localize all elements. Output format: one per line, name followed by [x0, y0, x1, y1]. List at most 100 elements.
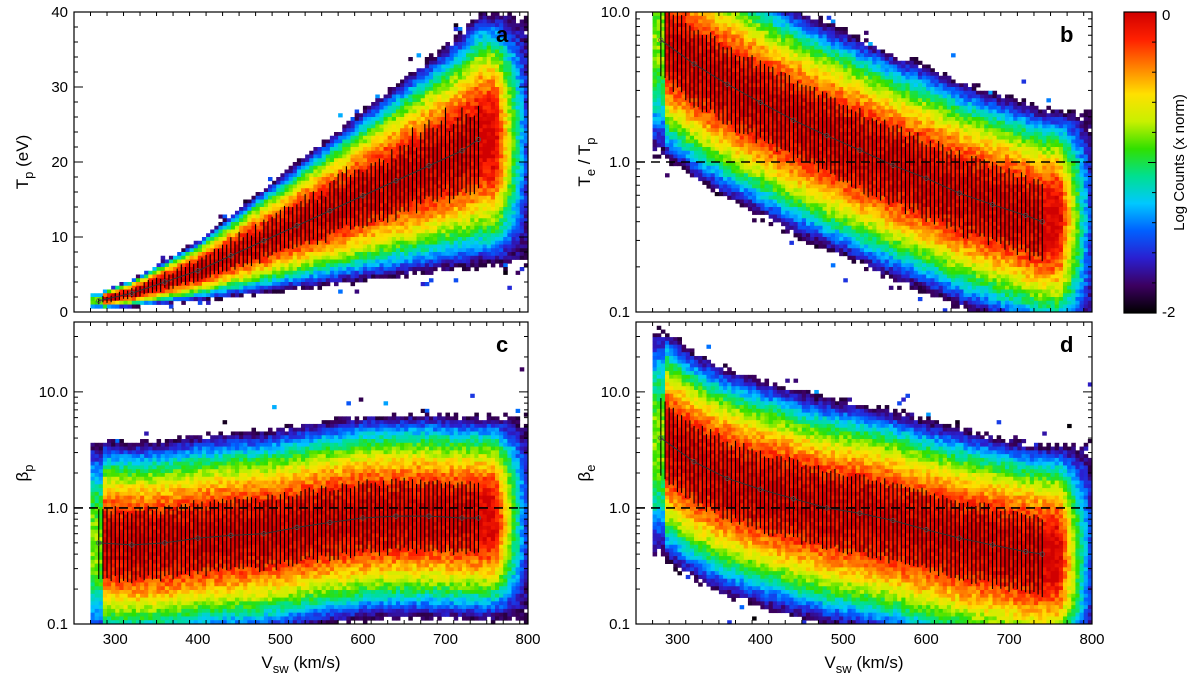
heatmap-cell — [408, 229, 413, 234]
heatmap-cell — [457, 49, 463, 54]
heatmap-cell — [470, 147, 475, 152]
heatmap-cell — [197, 240, 203, 245]
heatmap-cell — [140, 300, 145, 305]
heatmap-cell — [665, 154, 670, 159]
heatmap-cell — [296, 169, 302, 174]
heatmap-cell — [325, 143, 331, 148]
heatmap-cell — [656, 42, 662, 47]
heatmap-cell — [424, 147, 430, 152]
heatmap-cell — [280, 207, 285, 212]
heatmap-cell — [486, 23, 492, 28]
heatmap-cell — [499, 240, 504, 245]
heatmap-cell — [177, 289, 182, 294]
heatmap-cell — [718, 27, 724, 32]
heatmap-cell — [222, 252, 228, 257]
heatmap-cell — [698, 15, 703, 20]
heatmap-cell — [371, 109, 376, 114]
heatmap-cell — [193, 244, 199, 249]
heatmap-cell — [367, 154, 372, 159]
heatmap-cell — [698, 72, 703, 77]
heatmap-cell — [714, 98, 720, 103]
heatmap-cell — [367, 259, 372, 264]
heatmap-cell — [727, 68, 732, 73]
heatmap-cell — [482, 117, 488, 122]
heatmap-cell — [234, 278, 240, 283]
heatmap-cell — [367, 270, 372, 275]
heatmap-cell — [685, 72, 691, 77]
heatmap-cell — [259, 244, 265, 249]
heatmap-cell — [656, 30, 662, 35]
heatmap-cell — [523, 87, 528, 92]
heatmap-cell — [193, 240, 199, 245]
heatmap-cell — [511, 90, 517, 95]
heatmap-cell — [305, 278, 310, 283]
heatmap-cell — [400, 233, 405, 238]
heatmap-cell — [731, 83, 736, 88]
heatmap-cell — [412, 218, 417, 223]
heatmap-cell — [466, 135, 471, 140]
heatmap-cell — [490, 90, 496, 95]
heatmap-cell — [387, 192, 393, 197]
heatmap-cell — [379, 135, 384, 140]
heatmap-cell — [470, 248, 475, 253]
heatmap-cell — [511, 98, 517, 103]
heatmap-cell — [234, 259, 240, 264]
heatmap-cell — [334, 177, 339, 182]
heatmap-cell — [511, 135, 517, 140]
heatmap-cell — [457, 53, 463, 58]
heatmap-cell — [292, 203, 298, 208]
heatmap-cell — [305, 162, 310, 167]
heatmap-cell — [507, 45, 512, 50]
heatmap-cell — [706, 135, 712, 140]
heatmap-cell — [652, 128, 658, 133]
heatmap-cell — [656, 102, 662, 107]
heatmap-cell — [519, 192, 525, 197]
heatmap-cell — [441, 113, 446, 118]
heatmap-cell — [494, 184, 500, 189]
heatmap-cell — [342, 147, 347, 152]
heatmap-cell — [433, 222, 438, 227]
heatmap-cell — [334, 207, 339, 212]
heatmap-cell — [218, 237, 223, 242]
heatmap-cell — [470, 259, 475, 264]
heatmap-cell — [387, 218, 393, 223]
heatmap-cell — [466, 203, 471, 208]
heatmap-cell — [404, 102, 409, 107]
heatmap-cell — [461, 173, 467, 178]
heatmap-cell — [395, 177, 401, 182]
heatmap-cell — [152, 300, 157, 305]
heatmap-cell — [375, 150, 380, 155]
median-point — [327, 208, 333, 214]
heatmap-cell — [334, 240, 339, 245]
heatmap-cell — [255, 259, 261, 264]
heatmap-cell — [305, 252, 310, 257]
heatmap-cell — [723, 177, 728, 182]
heatmap-cell — [428, 214, 434, 219]
heatmap-cell — [457, 30, 463, 35]
heatmap-cell — [383, 210, 389, 215]
heatmap-cell — [466, 79, 471, 84]
heatmap-cell — [515, 218, 521, 223]
heatmap-cell — [420, 192, 426, 197]
heatmap-cell — [296, 177, 302, 182]
heatmap-cell — [420, 150, 426, 155]
heatmap-cell — [478, 64, 483, 69]
heatmap-cell — [490, 252, 496, 257]
heatmap-cell — [486, 192, 492, 197]
heatmap-cell — [234, 225, 240, 230]
heatmap-cell — [358, 124, 364, 129]
heatmap-cell — [288, 195, 294, 200]
heatmap-cell — [486, 27, 492, 32]
heatmap-cell — [408, 72, 413, 77]
heatmap-cell — [723, 188, 728, 193]
heatmap-cell — [164, 282, 170, 287]
heatmap-cell — [206, 289, 211, 294]
heatmap-cell — [735, 49, 741, 54]
heatmap-cell — [507, 222, 512, 227]
heatmap-cell — [247, 259, 252, 264]
heatmap-cell — [234, 285, 240, 290]
heatmap-cell — [354, 233, 360, 238]
heatmap-cell — [507, 27, 512, 32]
heatmap-cell — [710, 132, 716, 137]
heatmap-cell — [702, 132, 707, 137]
